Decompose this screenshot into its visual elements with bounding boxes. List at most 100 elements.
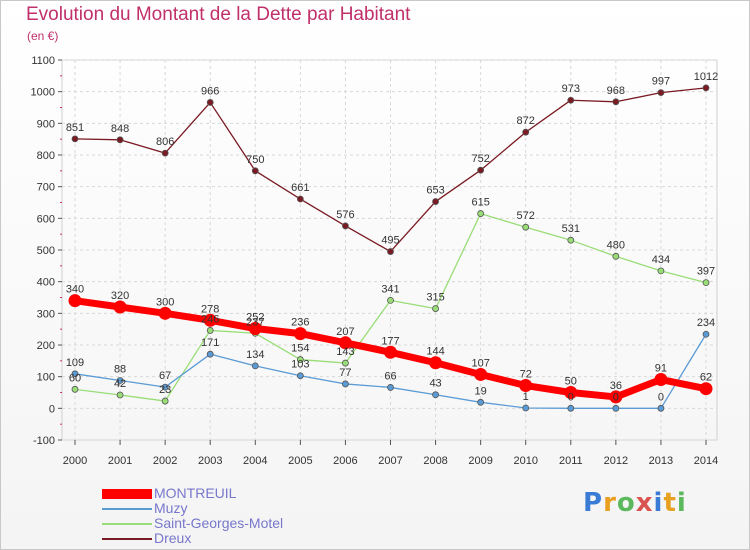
y-tick-label: 400 [37,277,55,289]
data-label: 320 [111,290,129,302]
data-label: 806 [156,136,174,148]
data-point [158,306,172,320]
data-label: 531 [562,223,580,235]
data-point [654,373,668,387]
data-label: 154 [291,343,309,355]
data-label: 236 [291,317,309,329]
data-label: 480 [607,239,625,251]
data-label: 171 [201,337,219,349]
data-point [248,322,262,336]
data-label: 91 [655,363,667,375]
data-label: 107 [471,357,489,369]
data-label: 397 [697,266,715,278]
data-point [477,166,485,174]
data-label: 88 [114,363,126,375]
data-label: 144 [426,346,444,358]
legend-label: MONTREUIL [154,485,237,501]
data-label: 77 [339,367,351,379]
data-label: 661 [291,182,309,194]
data-point [116,391,124,399]
data-label: 1 [523,391,529,403]
y-tick-label: 900 [37,118,55,130]
data-point [699,382,713,396]
data-point [342,359,349,367]
data-point [206,327,214,334]
data-point [519,379,533,393]
data-point [251,362,259,370]
data-point [702,84,710,92]
data-label: 966 [201,85,219,97]
data-point [522,404,530,412]
data-point [564,386,578,399]
data-point [384,345,397,359]
data-point [293,327,307,341]
data-point [702,279,710,287]
data-label: 43 [429,378,441,390]
data-point [161,383,169,391]
x-tick-label: 2014 [694,455,718,467]
data-label: 207 [336,326,354,338]
y-tick-label: 500 [37,245,55,257]
data-point [477,210,485,217]
x-tick-label: 2009 [468,455,492,467]
y-tick-label: 300 [37,308,55,320]
data-point [474,367,488,381]
data-point [113,300,127,314]
data-point [477,398,485,406]
x-tick-label: 2007 [378,455,402,467]
data-label: 177 [381,335,399,347]
data-label: 968 [607,85,625,97]
x-tick-label: 2005 [288,455,312,467]
data-label: 72 [520,369,532,381]
legend-swatch [102,488,152,499]
data-point [432,391,439,399]
data-label: 50 [565,376,577,388]
data-point [567,236,575,244]
data-label: 653 [426,185,444,197]
x-tick-label: 2011 [559,455,583,467]
data-label: 143 [336,346,354,358]
y-tick-label: 200 [37,340,55,352]
data-point [296,372,304,380]
logo-letter: P [583,488,604,518]
legend-swatch [102,507,152,510]
data-label: 750 [246,154,264,166]
data-label: 615 [471,197,489,209]
data-point [161,397,169,405]
x-tick-label: 2010 [513,455,537,467]
data-label: 997 [652,76,670,88]
x-tick-label: 2003 [198,455,222,467]
data-label: 67 [159,370,171,382]
data-label: 66 [384,370,396,382]
data-label: 434 [652,254,670,266]
data-point [206,99,214,106]
data-point [161,149,169,157]
y-tick-label: 700 [37,182,55,194]
data-label: 341 [381,283,399,295]
data-label: 237 [246,316,264,328]
data-point [657,267,665,275]
data-label: 246 [201,313,219,325]
x-tick-label: 2013 [649,455,673,467]
logo-letter: i [653,488,664,518]
data-point [342,380,349,388]
data-label: 103 [291,359,309,371]
y-tick-label: 1100 [31,55,55,67]
data-point [251,167,259,175]
legend-swatch [102,537,152,540]
y-tick-label: 600 [37,213,55,225]
legend-label: Dreux [154,530,192,546]
data-point [522,223,530,231]
logo-letter: i [676,488,687,518]
logo-letter: r [603,488,617,518]
data-point [612,98,620,106]
data-label: 0 [613,391,619,403]
data-point [342,222,349,230]
data-point [387,384,394,391]
data-point [609,390,623,404]
data-label: 495 [381,235,399,247]
data-point [203,313,217,327]
data-point [657,89,665,97]
x-tick-label: 2006 [333,455,357,467]
logo-letter: x [635,488,654,518]
